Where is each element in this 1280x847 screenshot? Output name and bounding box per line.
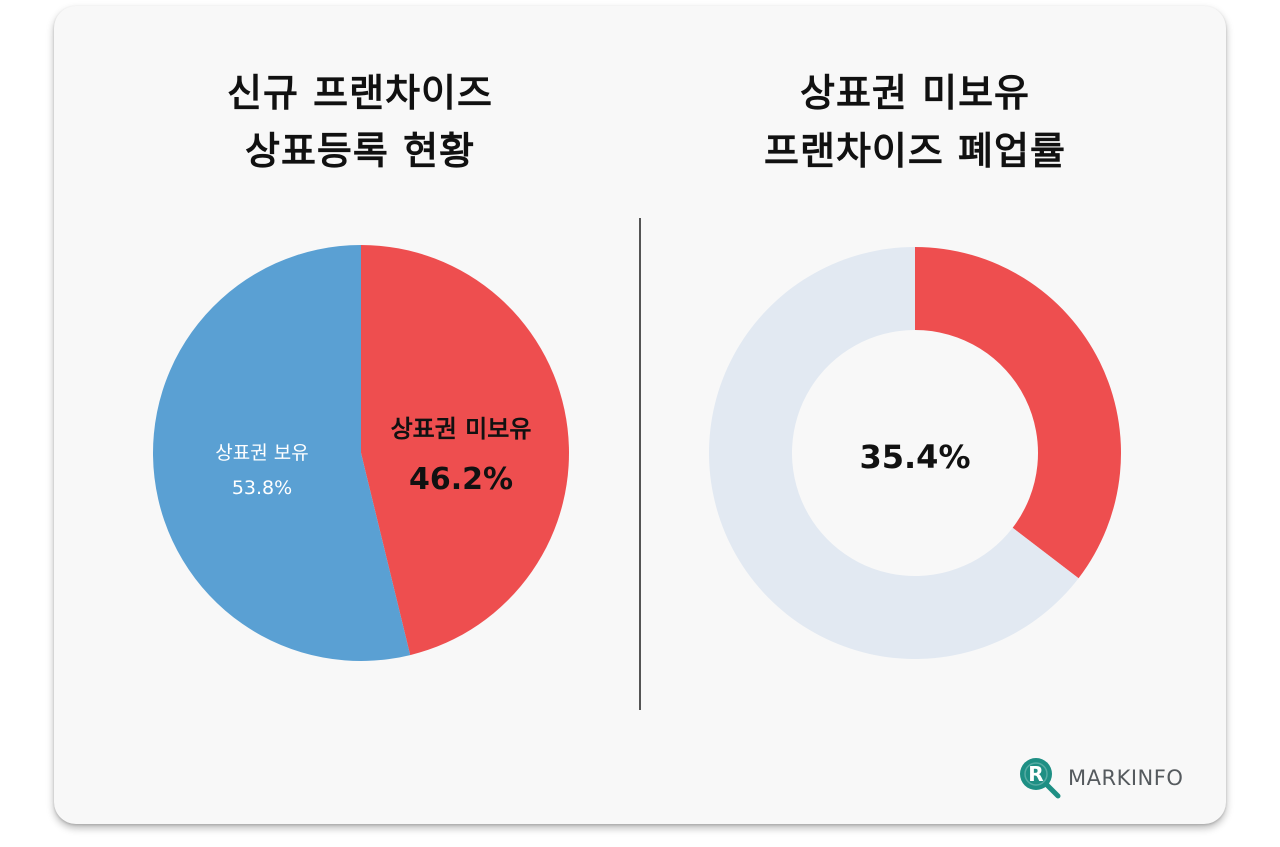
donut-slice-closure-rate xyxy=(915,247,1121,579)
pie-value-registered: 53.8% xyxy=(232,477,292,499)
right-title-line-2: 프랜차이즈 폐업률 xyxy=(764,129,1066,173)
pie-label-registered: 상표권 보유 xyxy=(215,442,308,464)
left-title-line-1: 신규 프랜차이즈 xyxy=(227,71,493,115)
magnifier-r-icon: R xyxy=(1020,758,1061,799)
left-chart-title: 신규 프랜차이즈 상표등록 현황 xyxy=(150,64,570,180)
donut-chart: 35.4% xyxy=(709,247,1121,659)
donut-slice-remaining xyxy=(709,247,1079,659)
pie-slice-registered xyxy=(153,245,411,661)
markinfo-logo: R MARKINFO xyxy=(1018,756,1183,800)
pie-slice-unregistered xyxy=(361,245,570,656)
pie-label-unregistered: 상표권 미보유 xyxy=(391,415,532,443)
logo-mark: R xyxy=(1028,762,1043,786)
pie-value-unregistered: 46.2% xyxy=(409,462,513,497)
chart-divider xyxy=(639,218,641,710)
left-title-line-2: 상표등록 현황 xyxy=(245,129,475,173)
pie-chart: 상표권 보유 53.8% 상표권 미보유 46.2% xyxy=(153,245,570,661)
donut-center-value: 35.4% xyxy=(859,438,970,476)
right-chart-title: 상표권 미보유 프랜차이즈 폐업률 xyxy=(700,64,1130,180)
logo-text: MARKINFO xyxy=(1068,766,1184,790)
right-title-line-1: 상표권 미보유 xyxy=(800,71,1030,115)
